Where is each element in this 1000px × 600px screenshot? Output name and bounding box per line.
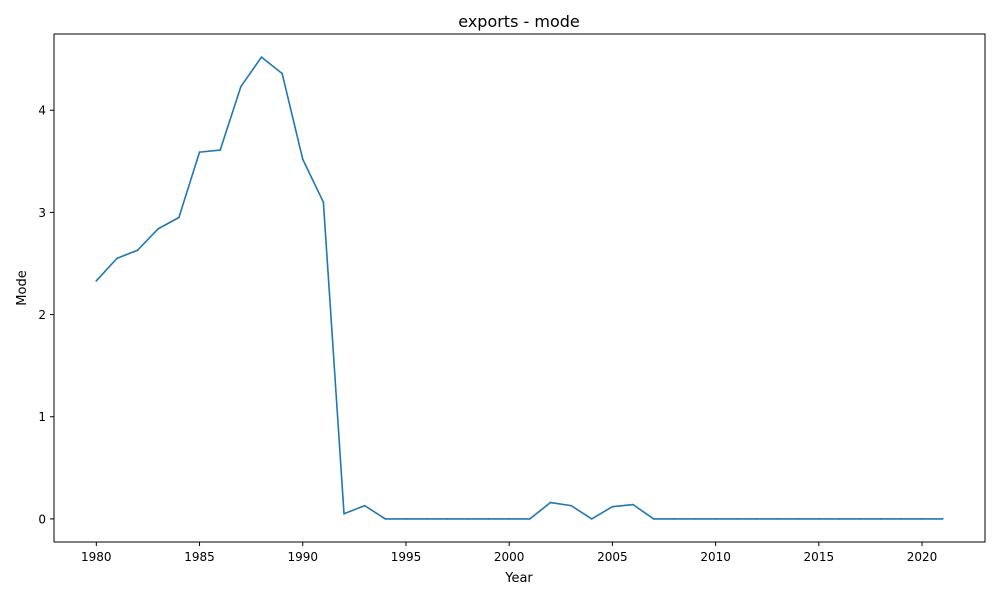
- data-point: [735, 518, 738, 520]
- data-point: [466, 518, 469, 520]
- y-tick-label: 4: [38, 104, 46, 118]
- data-point: [528, 518, 531, 520]
- x-tick-label: 2000: [494, 550, 525, 564]
- data-point: [570, 504, 573, 507]
- data-point: [322, 201, 325, 204]
- y-tick-label: 2: [38, 308, 46, 322]
- data-point: [177, 216, 180, 219]
- data-point: [611, 505, 614, 508]
- x-tick-label: 1995: [391, 550, 422, 564]
- data-point: [157, 227, 160, 230]
- data-point: [343, 512, 345, 515]
- chart-title: exports - mode: [458, 12, 579, 31]
- y-tick-label: 0: [38, 512, 46, 526]
- data-point: [425, 518, 428, 520]
- plot-area: [54, 34, 985, 542]
- data-point: [487, 518, 490, 520]
- data-point: [363, 504, 366, 507]
- x-tick-label: 2010: [700, 550, 731, 564]
- plot-frame: [53, 33, 986, 543]
- x-tick-label: 1990: [287, 550, 318, 564]
- data-point: [590, 518, 593, 520]
- y-tick-label: 1: [38, 410, 46, 424]
- data-point: [219, 149, 222, 151]
- data-point: [116, 257, 118, 260]
- data-point: [776, 518, 779, 520]
- x-axis-ticks: 1980 1985 1990 1995 2000 2005 2010 2015 2020: [81, 542, 937, 564]
- data-point: [879, 518, 882, 520]
- x-tick-label: 1980: [81, 550, 112, 564]
- x-axis-label: Year: [504, 571, 533, 586]
- x-tick-label: 1985: [184, 550, 215, 564]
- data-point: [755, 518, 758, 520]
- data-point: [838, 518, 841, 520]
- data-point: [95, 279, 98, 282]
- data-point: [817, 518, 820, 520]
- data-point: [797, 518, 800, 520]
- data-point: [652, 518, 655, 520]
- data-point: [136, 249, 139, 252]
- data-point: [900, 518, 903, 520]
- data-point: [384, 518, 387, 520]
- data-point: [239, 85, 242, 88]
- x-tick-label: 2020: [907, 550, 938, 564]
- data-point: [281, 72, 284, 75]
- y-axis-ticks: 0 1 2 3 4: [38, 104, 54, 526]
- x-tick-label: 2005: [597, 550, 628, 564]
- data-point: [921, 518, 923, 520]
- data-point: [260, 56, 263, 58]
- series-line: [95, 56, 943, 520]
- y-tick-label: 3: [38, 206, 46, 220]
- data-point: [859, 518, 862, 520]
- data-point: [405, 518, 407, 520]
- data-point: [198, 151, 201, 154]
- data-point: [694, 518, 696, 520]
- data-point: [301, 158, 304, 161]
- data-point: [632, 503, 634, 506]
- data-point: [941, 518, 944, 520]
- data-point: [446, 518, 449, 520]
- data-point: [549, 501, 552, 504]
- x-tick-label: 2015: [804, 550, 835, 564]
- y-axis-label: Mode: [15, 270, 30, 305]
- data-point: [673, 518, 676, 520]
- data-point: [714, 518, 717, 520]
- series-group: [95, 56, 944, 520]
- data-point: [508, 518, 511, 520]
